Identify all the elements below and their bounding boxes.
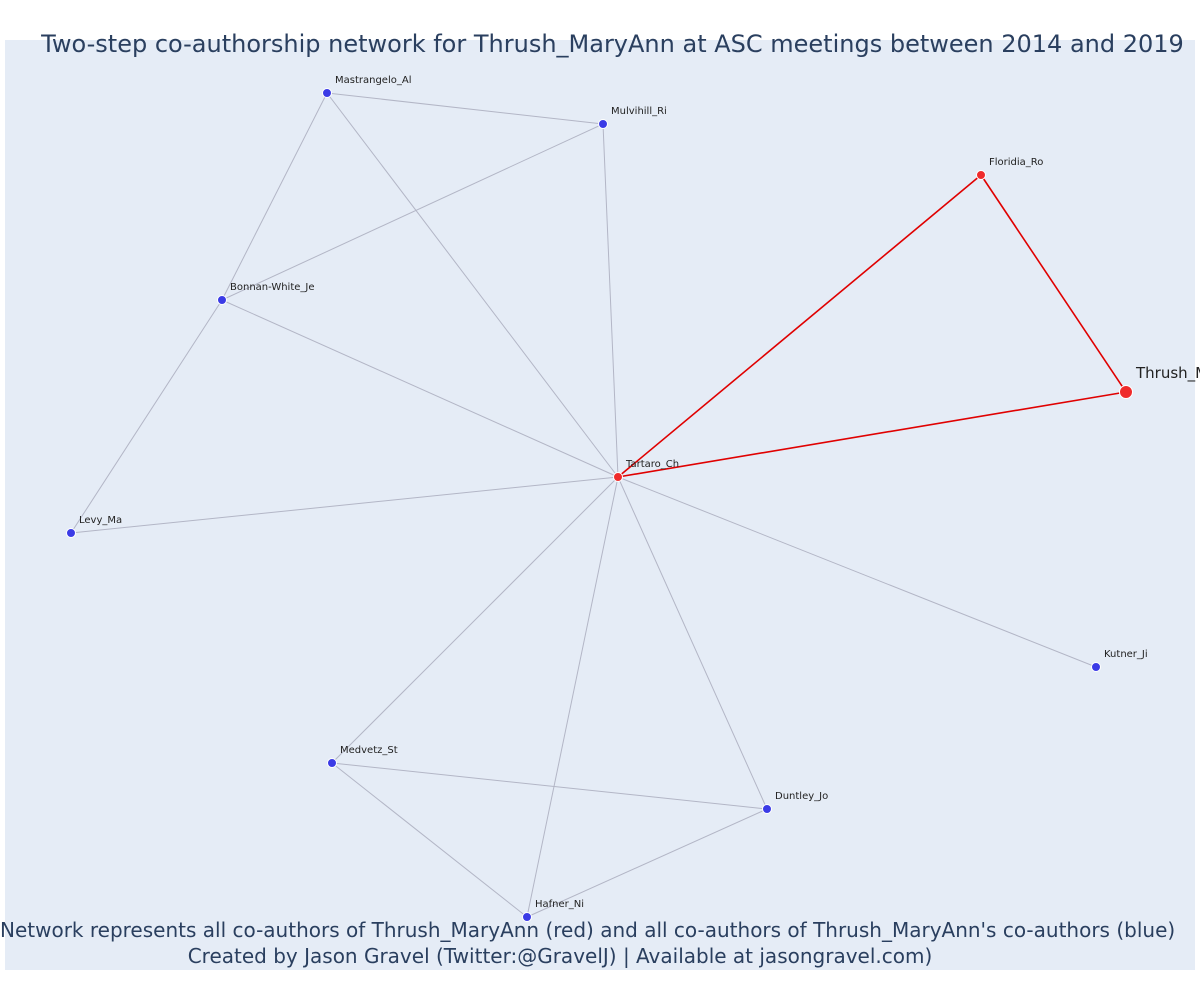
node-Bonnan-White_Je[interactable] bbox=[217, 295, 227, 305]
node-Kutner_Ji[interactable] bbox=[1091, 662, 1101, 672]
node-label-Mulvihill_Ri: Mulvihill_Ri bbox=[611, 106, 667, 117]
edge-Tartaro_Ch-Duntley_Jo bbox=[617, 476, 768, 810]
node-Levy_Ma[interactable] bbox=[66, 528, 76, 538]
node-label-Floridia_Ro: Floridia_Ro bbox=[989, 157, 1043, 168]
node-Mulvihill_Ri[interactable] bbox=[598, 119, 608, 129]
node-label-Bonnan-White_Je: Bonnan-White_Je bbox=[230, 282, 315, 293]
edge-Mastrangelo_Al-Mulvihill_Ri bbox=[326, 92, 604, 125]
footnote-line-2: Created by Jason Gravel (Twitter:@Gravel… bbox=[187, 944, 933, 968]
edges-layer bbox=[70, 92, 1127, 918]
edge-Tartaro_Ch-Hafner_Ni bbox=[526, 476, 619, 918]
edge-Tartaro_Ch-Floridia_Ro bbox=[617, 174, 982, 478]
node-label-Kutner_Ji: Kutner_Ji bbox=[1104, 649, 1148, 660]
node-Floridia_Ro[interactable] bbox=[976, 170, 986, 180]
node-label-Mastrangelo_Al: Mastrangelo_Al bbox=[335, 75, 411, 86]
node-label-Hafner_Ni: Hafner_Ni bbox=[535, 899, 584, 910]
edge-Medvetz_St-Hafner_Ni bbox=[331, 762, 528, 918]
edge-Tartaro_Ch-Mulvihill_Ri bbox=[602, 123, 619, 478]
edge-Bonnan-White_Je-Levy_Ma bbox=[70, 299, 223, 534]
node-label-Levy_Ma: Levy_Ma bbox=[79, 515, 122, 526]
edge-Medvetz_St-Duntley_Jo bbox=[331, 762, 768, 810]
node-Thrush_MaryAnn[interactable] bbox=[1119, 385, 1133, 399]
edge-Thrush_MaryAnn-Floridia_Ro bbox=[980, 174, 1127, 393]
node-label-Tartaro_Ch: Tartaro_Ch bbox=[625, 459, 679, 470]
edge-Tartaro_Ch-Mastrangelo_Al bbox=[326, 92, 619, 478]
edge-Tartaro_Ch-Levy_Ma bbox=[70, 476, 619, 534]
edge-Thrush_MaryAnn-Tartaro_Ch bbox=[617, 391, 1127, 478]
edge-Tartaro_Ch-Medvetz_St bbox=[331, 476, 619, 764]
footnote-line-1: Network represents all co-authors of Thr… bbox=[0, 918, 1176, 942]
edge-Mulvihill_Ri-Bonnan-White_Je bbox=[221, 123, 604, 301]
edge-Tartaro_Ch-Kutner_Ji bbox=[617, 476, 1097, 668]
node-Medvetz_St[interactable] bbox=[327, 758, 337, 768]
node-label-Thrush_MaryAnn: Thrush_MaryAnn bbox=[1135, 364, 1200, 383]
node-label-Medvetz_St: Medvetz_St bbox=[340, 745, 398, 756]
nodes-layer bbox=[66, 88, 1133, 922]
node-Hafner_Ni[interactable] bbox=[522, 912, 532, 922]
edge-Duntley_Jo-Hafner_Ni bbox=[526, 808, 768, 918]
node-Tartaro_Ch[interactable] bbox=[613, 472, 623, 482]
edge-Tartaro_Ch-Bonnan-White_Je bbox=[221, 299, 619, 478]
node-label-Duntley_Jo: Duntley_Jo bbox=[775, 791, 828, 802]
chart-title: Two-step co-authorship network for Thrus… bbox=[41, 30, 1184, 58]
edge-Mastrangelo_Al-Bonnan-White_Je bbox=[221, 92, 328, 301]
plot-background bbox=[5, 40, 1195, 970]
node-Duntley_Jo[interactable] bbox=[762, 804, 772, 814]
node-Mastrangelo_Al[interactable] bbox=[322, 88, 332, 98]
labels-layer: Thrush_MaryAnn Tartaro_Ch Floridia_Ro Mastr… bbox=[79, 75, 1200, 910]
